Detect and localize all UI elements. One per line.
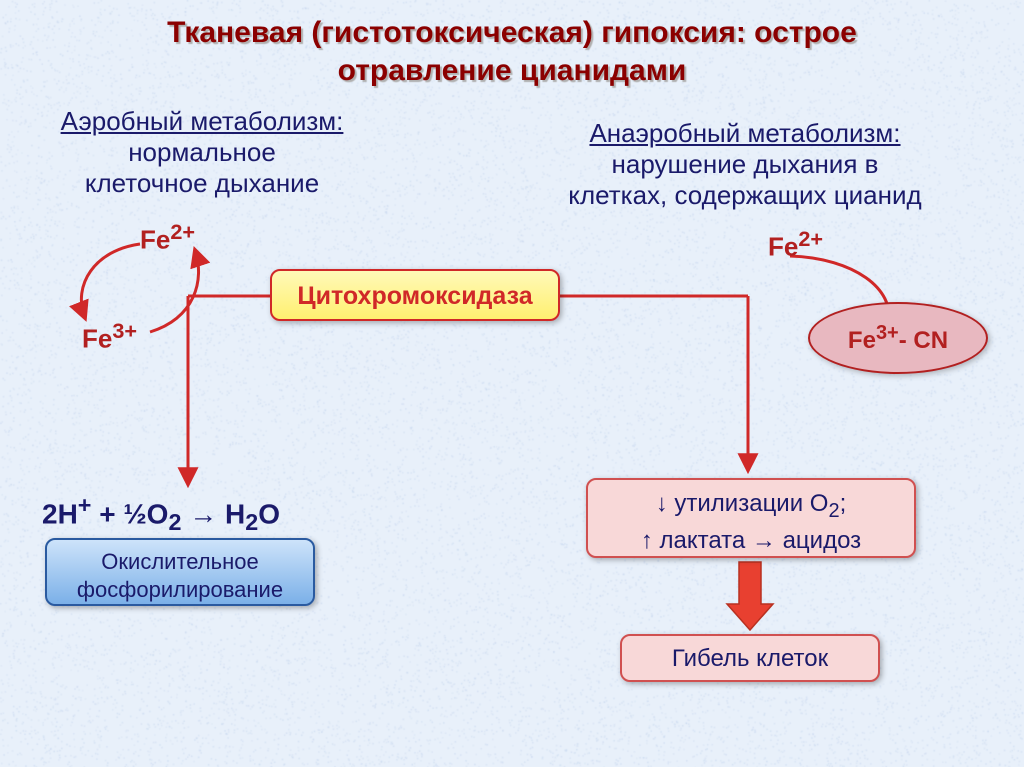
right-header-sub2: клетках, содержащих цианид: [568, 180, 921, 210]
slide-title: Тканевая (гистотоксическая) гипоксия: ос…: [0, 0, 1024, 89]
title-line2: отравление цианидами: [338, 54, 687, 87]
left-section-header: Аэробный метаболизм: нормальное клеточно…: [52, 106, 352, 200]
cytochrome-oxidase-box: Цитохромоксидаза: [270, 269, 560, 321]
left-header-underline: Аэробный метаболизм:: [61, 106, 344, 136]
left-header-sub1: нормальное: [128, 137, 276, 167]
right-header-sub1: нарушение дыхания в: [612, 149, 879, 179]
pink1-line2: ↑ лактата → ацидоз: [641, 527, 861, 554]
left-header-sub2: клеточное дыхание: [85, 168, 319, 198]
pink1-line1: ↓ утилизации O2;: [656, 490, 847, 517]
oxidative-phosphorylation-box: Окислительное фосфорилирование: [45, 538, 315, 606]
cell-death-box: Гибель клеток: [620, 634, 880, 682]
utilization-acidosis-box: ↓ утилизации O2; ↑ лактата → ацидоз: [586, 478, 916, 558]
reaction-formula: 2H+ + ½O2 → H2O: [42, 492, 280, 536]
fe3-cn-ellipse: Fe3+- CN: [808, 302, 988, 374]
fe2-left-label: Fe2+: [140, 219, 195, 256]
title-line1: Тканевая (гистотоксическая) гипоксия: ос…: [167, 16, 857, 49]
right-section-header: Анаэробный метаболизм: нарушение дыхания…: [500, 118, 990, 212]
fe3-left-label: Fe3+: [82, 318, 137, 355]
fe3cn-text: Fe3+- CN: [848, 322, 948, 355]
right-header-underline: Анаэробный метаболизм:: [589, 118, 900, 148]
blue-box-line1: Окислительное: [101, 549, 258, 574]
central-box-text: Цитохромоксидаза: [297, 282, 532, 310]
pink2-text: Гибель клеток: [672, 645, 828, 672]
fe2-right-label: Fe2+: [768, 226, 823, 263]
blue-box-line2: фосфорилирование: [77, 577, 283, 602]
